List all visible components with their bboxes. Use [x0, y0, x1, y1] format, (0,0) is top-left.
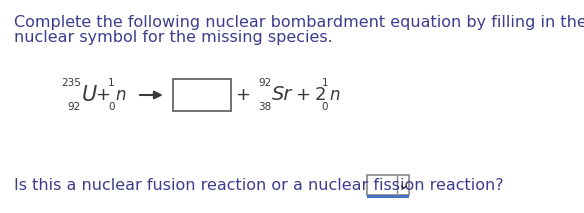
- Bar: [367, 175, 409, 195]
- Text: 0: 0: [322, 102, 328, 112]
- Bar: [173, 79, 231, 111]
- Text: n: n: [329, 86, 339, 104]
- Text: ⌄: ⌄: [397, 178, 409, 192]
- Bar: [367, 195, 409, 198]
- Text: U: U: [82, 85, 97, 105]
- Text: +: +: [95, 86, 110, 104]
- Text: Is this a nuclear fusion reaction or a nuclear fission reaction?: Is this a nuclear fusion reaction or a n…: [14, 177, 503, 193]
- Text: +: +: [235, 86, 250, 104]
- Text: 1: 1: [108, 78, 115, 88]
- Text: Complete the following nuclear bombardment equation by filling in the: Complete the following nuclear bombardme…: [14, 15, 584, 30]
- Text: n: n: [116, 86, 126, 104]
- Text: 1: 1: [322, 78, 328, 88]
- Text: 92: 92: [68, 102, 81, 112]
- Text: Sr: Sr: [272, 85, 293, 105]
- Text: 92: 92: [258, 78, 271, 88]
- Text: +: +: [296, 86, 310, 104]
- Text: nuclear symbol for the missing species.: nuclear symbol for the missing species.: [14, 30, 333, 45]
- Text: 235: 235: [61, 78, 81, 88]
- Text: 2: 2: [314, 86, 326, 104]
- Text: 38: 38: [258, 102, 271, 112]
- Text: 0: 0: [108, 102, 115, 112]
